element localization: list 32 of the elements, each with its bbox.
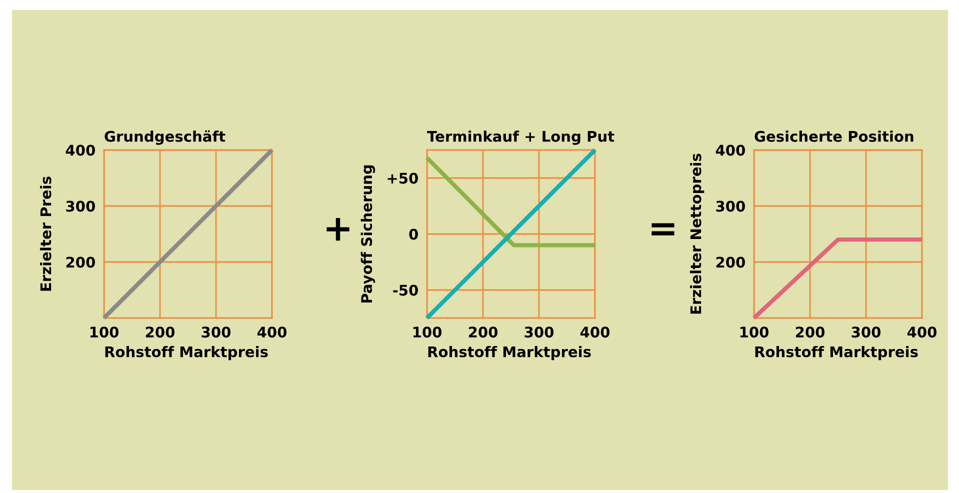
x-tick-label: 300 (852, 326, 881, 338)
y-tick-label: -50 (393, 284, 418, 296)
y-tick-label: 400 (66, 144, 95, 156)
x-tick-label: 100 (740, 326, 769, 338)
y-tick-label: 200 (66, 256, 95, 268)
x-tick-label: 400 (580, 326, 610, 338)
y-tick-label: 400 (716, 144, 745, 156)
x-tick-label: 200 (796, 326, 825, 338)
x-tick-label: 200 (146, 326, 175, 338)
y-axis-title: Payoff Sicherung (360, 165, 376, 303)
x-axis-title: Rohstoff Marktpreis (105, 346, 268, 360)
x-tick-label: 300 (202, 326, 231, 338)
x-axis-title: Rohstoff Marktpreis (428, 346, 591, 360)
y-tick-label: 300 (716, 200, 745, 212)
chart-title: Grundgeschäft (104, 130, 226, 145)
x-tick-label: 400 (257, 326, 287, 338)
text: + (326, 218, 350, 241)
x-tick-label: 400 (907, 326, 937, 338)
y-axis-title: Erzielter Preis (40, 176, 52, 291)
x-tick-label: 200 (468, 326, 498, 338)
y-tick-label: +50 (388, 172, 418, 184)
x-tick-label: 100 (90, 326, 119, 338)
x-tick-label: 100 (413, 326, 442, 338)
x-tick-label: 300 (524, 326, 554, 338)
x-axis-title: Rohstoff Marktpreis (755, 346, 918, 360)
y-axis-title: Erzielter Nettopreis (690, 154, 704, 314)
y-tick-label: 300 (66, 200, 95, 212)
y-tick-label: 200 (716, 256, 745, 268)
text: = (652, 223, 674, 236)
chart-title: Terminkauf + Long Put (427, 130, 614, 145)
chart-title: Gesicherte Position (754, 130, 914, 142)
y-tick-label: 0 (409, 228, 418, 240)
